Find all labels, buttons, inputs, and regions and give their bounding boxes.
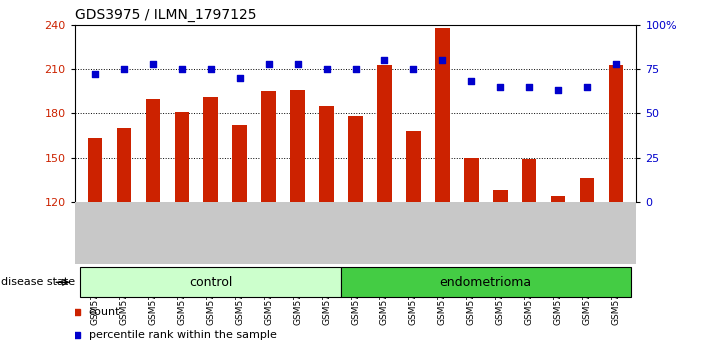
- Point: [147, 61, 159, 67]
- Bar: [146, 98, 160, 202]
- Bar: [406, 131, 421, 202]
- Text: GDS3975 / ILMN_1797125: GDS3975 / ILMN_1797125: [75, 8, 256, 22]
- Bar: [80, 267, 341, 297]
- Text: control: control: [189, 276, 232, 289]
- Bar: [341, 267, 631, 297]
- Point: [610, 61, 621, 67]
- Point: [321, 66, 332, 72]
- Bar: [203, 97, 218, 202]
- Bar: [378, 65, 392, 202]
- Point: [495, 84, 506, 90]
- Point: [582, 84, 593, 90]
- Point: [90, 72, 101, 77]
- Point: [523, 84, 535, 90]
- Point: [234, 75, 245, 81]
- Bar: [262, 91, 276, 202]
- Bar: [493, 190, 508, 202]
- Bar: [609, 65, 624, 202]
- Bar: [522, 159, 537, 202]
- Bar: [232, 125, 247, 202]
- Point: [437, 57, 448, 63]
- Point: [263, 61, 274, 67]
- Bar: [580, 178, 594, 202]
- Point: [552, 87, 564, 93]
- Bar: [174, 112, 189, 202]
- Point: [407, 66, 419, 72]
- Text: percentile rank within the sample: percentile rank within the sample: [89, 330, 277, 340]
- Bar: [551, 196, 565, 202]
- Bar: [435, 28, 449, 202]
- Point: [292, 61, 304, 67]
- Point: [379, 57, 390, 63]
- Text: count: count: [89, 307, 120, 316]
- Text: disease state: disease state: [1, 277, 75, 287]
- Point: [176, 66, 188, 72]
- Bar: [290, 90, 305, 202]
- Bar: [348, 116, 363, 202]
- Bar: [117, 128, 131, 202]
- Point: [205, 66, 216, 72]
- Bar: [87, 138, 102, 202]
- Bar: [319, 106, 333, 202]
- Point: [118, 66, 129, 72]
- Point: [350, 66, 361, 72]
- Bar: [464, 158, 479, 202]
- Point: [466, 79, 477, 84]
- Text: endometrioma: endometrioma: [439, 276, 532, 289]
